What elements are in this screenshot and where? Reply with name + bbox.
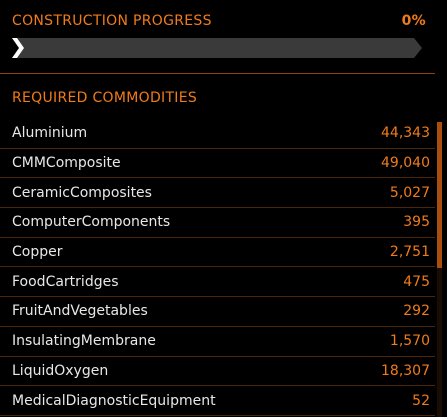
progress-bar-track xyxy=(12,38,422,58)
commodity-name: ComputerComponents xyxy=(12,214,171,231)
commodity-name: FruitAndVegetables xyxy=(12,303,148,320)
commodity-name: CeramicComposites xyxy=(12,184,152,201)
commodity-quantity: 5,027 xyxy=(389,184,430,201)
commodity-name: CMMComposite xyxy=(12,155,121,172)
commodity-quantity: 49,040 xyxy=(381,155,430,172)
construction-progress-header: CONSTRUCTION PROGRESS 0% xyxy=(12,12,426,30)
list-item[interactable]: FoodCartridges 475 xyxy=(0,267,435,298)
commodity-quantity: 475 xyxy=(403,273,430,290)
list-item[interactable]: ComputerComponents 395 xyxy=(0,208,435,238)
commodity-quantity: 292 xyxy=(403,303,430,320)
commodity-name: LiquidOxygen xyxy=(12,362,109,379)
commodity-quantity: 2,751 xyxy=(389,244,430,261)
list-item[interactable]: Copper 2,751 xyxy=(0,238,435,268)
list-item[interactable]: CeramicComposites 5,027 xyxy=(0,178,435,209)
commodity-quantity: 18,307 xyxy=(381,362,430,379)
commodities-list: Aluminium 44,343 CMMComposite 49,040 Cer… xyxy=(0,119,435,416)
construction-progress-percent: 0% xyxy=(401,13,426,29)
list-item[interactable]: FruitAndVegetables 292 xyxy=(0,297,435,327)
commodity-quantity: 52 xyxy=(412,392,430,409)
section-divider xyxy=(0,73,435,74)
list-item[interactable]: InsulatingMembrane 1,570 xyxy=(0,327,435,357)
list-item[interactable]: Aluminium 44,343 xyxy=(0,119,435,149)
commodity-quantity: 44,343 xyxy=(381,125,430,142)
construction-progress-title: CONSTRUCTION PROGRESS xyxy=(12,13,212,29)
list-item[interactable]: LiquidOxygen 18,307 xyxy=(0,357,435,387)
commodity-name: InsulatingMembrane xyxy=(12,333,156,350)
commodity-name: FoodCartridges xyxy=(12,273,119,290)
required-commodities-title: REQUIRED COMMODITIES xyxy=(12,90,198,106)
commodity-name: MedicalDiagnosticEquipment xyxy=(12,392,216,409)
scrollbar-thumb[interactable] xyxy=(437,122,442,268)
commodity-name: Copper xyxy=(12,244,63,261)
scrollbar-track[interactable] xyxy=(437,122,442,417)
commodity-quantity: 1,570 xyxy=(389,333,430,350)
list-item[interactable]: CMMComposite 49,040 xyxy=(0,149,435,179)
commodity-quantity: 395 xyxy=(403,214,430,231)
list-item[interactable]: MedicalDiagnosticEquipment 52 xyxy=(0,386,435,416)
commodity-name: Aluminium xyxy=(12,125,88,142)
